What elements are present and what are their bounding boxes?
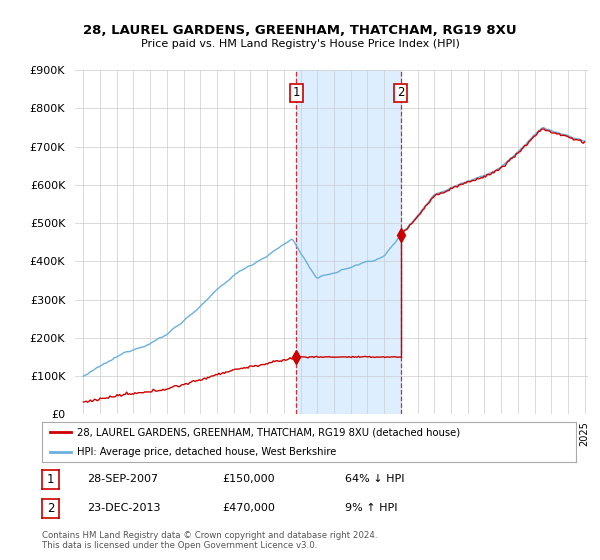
Text: 2: 2 <box>397 86 404 100</box>
Text: 28, LAUREL GARDENS, GREENHAM, THATCHAM, RG19 8XU (detached house): 28, LAUREL GARDENS, GREENHAM, THATCHAM, … <box>77 427 460 437</box>
Text: 28, LAUREL GARDENS, GREENHAM, THATCHAM, RG19 8XU: 28, LAUREL GARDENS, GREENHAM, THATCHAM, … <box>83 24 517 38</box>
Text: HPI: Average price, detached house, West Berkshire: HPI: Average price, detached house, West… <box>77 446 336 456</box>
Text: Price paid vs. HM Land Registry's House Price Index (HPI): Price paid vs. HM Land Registry's House … <box>140 39 460 49</box>
Bar <box>296 70 401 414</box>
Text: 1: 1 <box>47 473 54 486</box>
Text: 28-SEP-2007: 28-SEP-2007 <box>87 474 158 484</box>
Text: 2: 2 <box>47 502 54 515</box>
Text: £150,000: £150,000 <box>222 474 275 484</box>
Text: £470,000: £470,000 <box>222 503 275 514</box>
Text: 23-DEC-2013: 23-DEC-2013 <box>87 503 161 514</box>
Text: 64% ↓ HPI: 64% ↓ HPI <box>345 474 404 484</box>
Text: 1: 1 <box>293 86 300 100</box>
Text: 9% ↑ HPI: 9% ↑ HPI <box>345 503 398 514</box>
Text: Contains HM Land Registry data © Crown copyright and database right 2024.
This d: Contains HM Land Registry data © Crown c… <box>42 530 377 550</box>
